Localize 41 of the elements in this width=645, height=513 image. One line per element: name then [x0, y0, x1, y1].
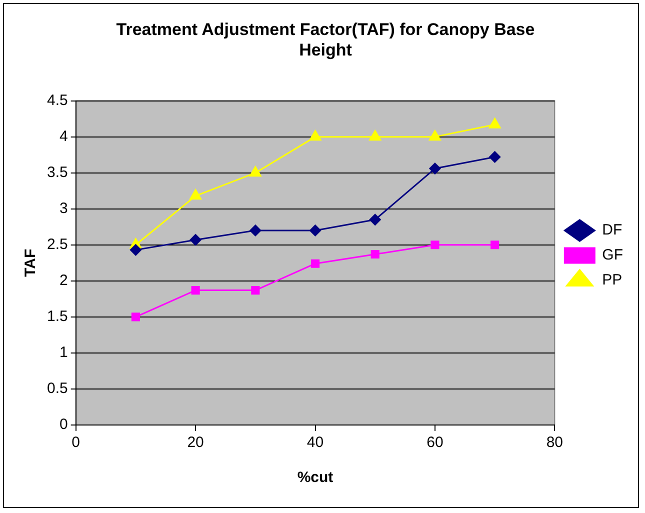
point — [131, 312, 140, 322]
y-tick-label: 2 — [60, 272, 68, 290]
x-tick-label: 80 — [546, 434, 564, 452]
x-tick-label: 40 — [306, 434, 324, 452]
point — [489, 151, 501, 163]
point — [429, 162, 441, 174]
point — [309, 130, 322, 141]
y-tick-label: 1 — [60, 344, 68, 362]
point — [250, 224, 262, 236]
y-tick-label: 0 — [60, 416, 68, 434]
point — [490, 240, 500, 250]
point — [310, 224, 322, 236]
y-tick-label: 0.5 — [46, 380, 68, 398]
x-tick-label: 20 — [187, 434, 204, 452]
point — [429, 130, 441, 141]
point — [251, 286, 260, 295]
point — [190, 189, 202, 200]
y-tick-label: 4.5 — [46, 92, 68, 109]
y-tick-label: 3.5 — [46, 164, 68, 181]
chart-title: Treatment Adjustment Factor(TAF) for Canopy Base Height — [116, 20, 535, 60]
y-axis-title: TAF — [22, 248, 40, 277]
legend-label: PP — [602, 272, 622, 289]
point — [430, 240, 440, 250]
x-tick-label: 60 — [426, 434, 444, 452]
point — [370, 250, 380, 259]
point — [369, 130, 382, 141]
point — [310, 259, 320, 268]
point — [191, 286, 200, 295]
legend-label: GF — [602, 246, 624, 264]
legend-label: DF — [602, 222, 622, 239]
x-tick-label: 0 — [72, 434, 80, 452]
y-tick-label: 2.5 — [46, 236, 68, 254]
point — [488, 118, 501, 128]
y-tick-label: 1.5 — [46, 308, 68, 326]
y-tick-label: 4 — [60, 128, 68, 145]
point — [130, 244, 142, 256]
point — [190, 234, 202, 246]
point — [369, 214, 381, 226]
point — [249, 166, 262, 177]
x-axis-title: %cut — [297, 469, 334, 486]
y-tick-label: 3 — [60, 200, 68, 218]
